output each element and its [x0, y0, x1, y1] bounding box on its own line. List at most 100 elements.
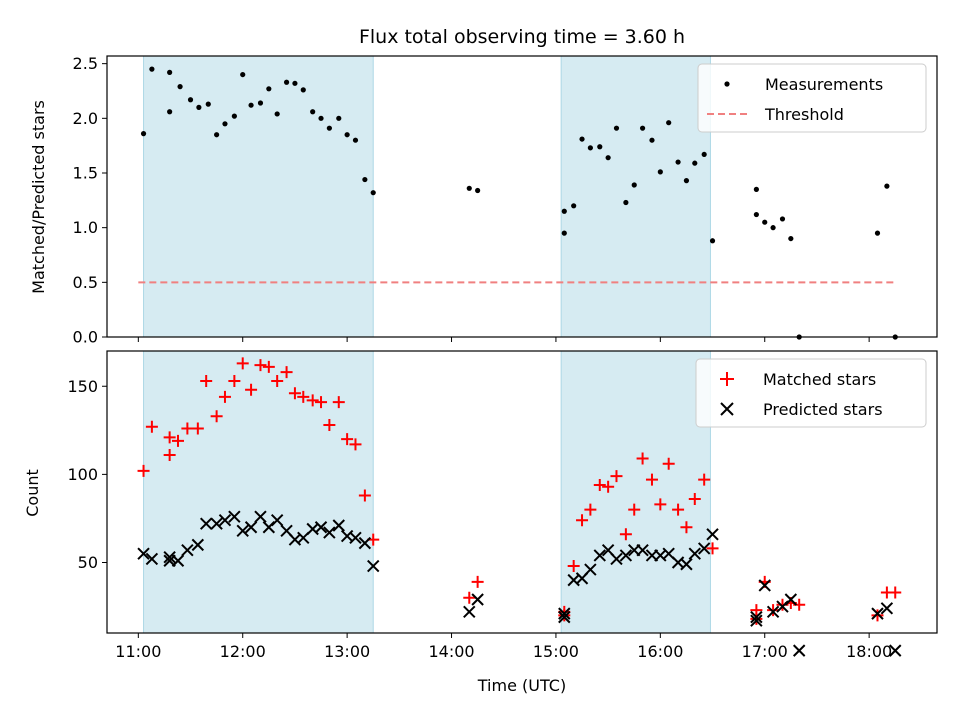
bottom-legend: Matched stars Predicted stars	[695, 358, 927, 428]
matched-star-point	[191, 422, 204, 435]
top-y-tick-label: 2.5	[73, 54, 98, 73]
measurement-point	[605, 155, 611, 161]
measurement-point	[466, 185, 472, 191]
matched-star-point	[654, 498, 667, 511]
measurement-point	[884, 183, 890, 189]
legend-threshold-label: Threshold	[764, 105, 844, 124]
measurement-point	[149, 66, 155, 72]
matched-star-point	[889, 586, 902, 599]
measurement-point	[140, 131, 147, 137]
matched-star-point	[200, 374, 213, 387]
matched-star-point	[210, 410, 223, 423]
predicted-star-point	[750, 614, 763, 627]
matched-star-point	[636, 452, 649, 465]
matched-star-point	[315, 396, 328, 409]
x-tick-label: 16:00	[637, 642, 683, 661]
x-tick-label: 11:00	[115, 642, 161, 661]
predicted-star-point	[145, 552, 159, 566]
bottom-y-tick-label: 150	[67, 377, 98, 396]
measurement-point	[177, 84, 183, 90]
measurement-point	[561, 208, 567, 214]
measurement-point	[571, 203, 577, 209]
measurement-point	[762, 219, 768, 225]
measurement-point	[587, 145, 593, 151]
matched-star-point	[706, 542, 719, 555]
measurement-point	[205, 101, 211, 107]
matched-star-point	[645, 473, 658, 486]
matched-star-point	[245, 383, 258, 396]
measurement-point	[639, 125, 646, 131]
bottom-y-tick-label: 100	[67, 465, 98, 484]
predicted-star-point	[236, 524, 249, 537]
predicted-star-point	[191, 538, 205, 552]
bottom-axes-frame	[106, 350, 938, 634]
measurement-point	[257, 100, 264, 106]
predicted-star-point	[314, 521, 328, 534]
matched-star-point	[163, 448, 176, 461]
measurement-point	[709, 238, 716, 244]
legend-matched-label: Matched stars	[763, 370, 876, 389]
bottom-shaded-span-1	[143, 350, 374, 634]
matched-star-point	[254, 359, 267, 372]
measurement-point	[579, 136, 585, 142]
predicted-star-point	[636, 543, 649, 557]
predicted-star-point	[758, 579, 771, 592]
matched-star-point	[332, 396, 345, 409]
predicted-star-point	[766, 605, 780, 619]
x-axis-label: Time (UTC)	[477, 676, 566, 695]
x-tick-label: 14:00	[428, 642, 474, 661]
matched-star-point	[584, 503, 597, 516]
measurement-point	[167, 109, 173, 115]
matched-star-point	[306, 394, 319, 407]
matched-star-point	[602, 480, 615, 493]
top-y-tick-label: 0.5	[73, 273, 98, 292]
matched-star-point	[610, 470, 623, 483]
bottom-legend-box	[695, 358, 927, 428]
measurement-point	[222, 121, 228, 127]
measurement-point	[326, 125, 332, 131]
predicted-star-point	[610, 552, 623, 566]
measurement-point	[283, 79, 290, 85]
matched-star-point	[236, 357, 249, 370]
measurement-point	[770, 225, 776, 231]
measurement-point	[623, 199, 629, 206]
matched-star-point	[280, 366, 293, 379]
matched-star-point	[688, 493, 701, 506]
predicted-star-point	[750, 610, 763, 624]
predicted-star-point	[688, 547, 701, 560]
measurement-point	[874, 230, 881, 236]
predicted-star-point	[619, 549, 633, 562]
panel-ratio: 0.0 0.5 1.0 1.5 2.0 2.5 Flux total observing …	[29, 26, 938, 347]
predicted-star-point	[584, 563, 597, 576]
measurement-point	[475, 187, 481, 194]
measurement-point	[344, 132, 350, 138]
predicted-star-point	[244, 521, 258, 534]
top-legend-box	[697, 63, 927, 133]
measurement-point	[187, 97, 194, 103]
measurement-point	[274, 111, 280, 117]
predicted-star-point	[784, 593, 798, 606]
measurement-points	[140, 66, 898, 340]
x-tick-label: 17:00	[742, 642, 788, 661]
matched-star-point	[672, 503, 685, 516]
predicted-star-point	[181, 543, 194, 557]
predicted-star-point	[680, 558, 693, 571]
legend-predicted-label: Predicted stars	[763, 400, 883, 419]
predicted-star-point	[323, 526, 336, 539]
top-axes-frame	[106, 55, 938, 338]
top-y-tick-label: 1.0	[73, 218, 98, 237]
measurement-point	[214, 132, 220, 138]
predicted-star-point	[593, 549, 606, 562]
top-legend: Measurements Threshold	[697, 63, 927, 133]
matched-star-point	[145, 420, 158, 433]
predicted-star-point	[218, 513, 232, 527]
matched-star-point	[297, 390, 310, 403]
measurement-point	[167, 69, 173, 76]
measurement-point	[370, 190, 376, 196]
legend-measurements-label: Measurements	[765, 75, 883, 94]
predicted-star-point	[349, 531, 362, 545]
bottom-x-ticks: 11:00 12:00 13:00 14:00 15:00 16:00 17:00 18:00	[115, 633, 892, 661]
legend-measurements-marker	[724, 81, 730, 87]
